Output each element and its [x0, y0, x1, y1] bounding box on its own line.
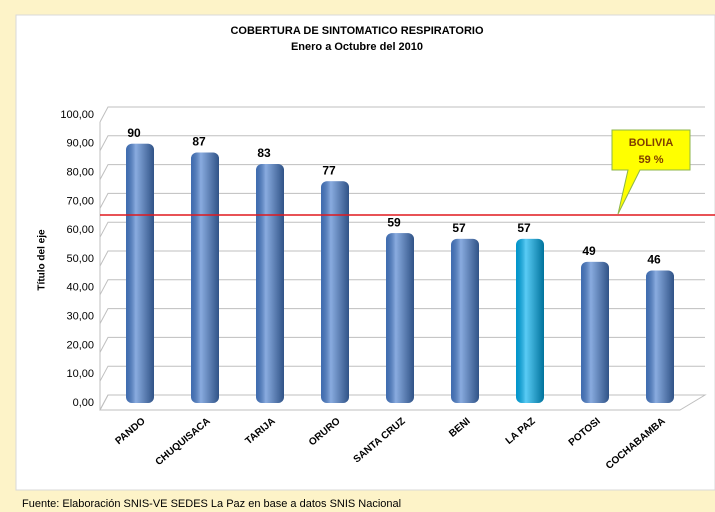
bar-shade	[321, 181, 349, 403]
callout	[611, 129, 691, 215]
bar-shade	[516, 238, 544, 403]
grid-line	[99, 250, 705, 267]
data-label: 49	[582, 244, 596, 258]
y-tick-label: 60,00	[66, 224, 94, 236]
y-tick-label: 30,00	[66, 311, 94, 323]
chart-subtitle: Enero a Octubre del 2010	[291, 41, 423, 53]
grid-line	[99, 192, 705, 209]
bar-shade	[126, 143, 154, 404]
y-tick-label: 50,00	[66, 253, 94, 265]
data-label: 77	[322, 163, 336, 177]
plot-background	[15, 14, 715, 491]
grid-line	[99, 135, 705, 152]
grid-line	[99, 308, 705, 324]
grid-line	[99, 221, 705, 238]
y-tick-label: 70,00	[66, 195, 94, 207]
data-label: 59	[387, 215, 401, 229]
grid-line	[99, 365, 705, 382]
y-axis-label: Título del eje	[37, 229, 48, 291]
y-tick-label: 10,00	[66, 368, 94, 380]
y-tick-label: 90,00	[66, 138, 94, 150]
bar-shade	[581, 261, 609, 403]
grid-line	[99, 106, 705, 123]
data-label: 57	[517, 221, 531, 235]
bar-shade	[451, 238, 479, 403]
data-label: 90	[127, 126, 141, 140]
chart-title: COBERTURA DE SINTOMATICO RESPIRATORIO	[230, 25, 483, 37]
grid-line	[99, 279, 705, 296]
grid-line	[99, 164, 705, 180]
y-tick-label: 20,00	[66, 339, 94, 351]
bar-shade	[386, 233, 414, 403]
y-tick-label: 0,00	[73, 397, 94, 409]
grid-line	[99, 336, 705, 353]
data-label: 83	[257, 146, 271, 160]
data-label: 57	[452, 221, 466, 235]
data-label: 87	[192, 135, 206, 149]
callout-title: BOLIVIA	[629, 137, 674, 149]
bar-shade	[256, 163, 284, 403]
grid-line	[99, 394, 705, 411]
y-tick-label: 80,00	[66, 167, 94, 179]
bar-shade	[191, 152, 219, 403]
y-tick-label: 100,00	[60, 109, 94, 121]
y-tick-label: 40,00	[66, 282, 94, 294]
source-note: Fuente: Elaboración SNIS-VE SEDES La Paz…	[22, 498, 401, 510]
callout-text: 59 %	[638, 154, 663, 166]
data-label: 46	[647, 253, 661, 267]
bar-shade	[646, 270, 674, 403]
